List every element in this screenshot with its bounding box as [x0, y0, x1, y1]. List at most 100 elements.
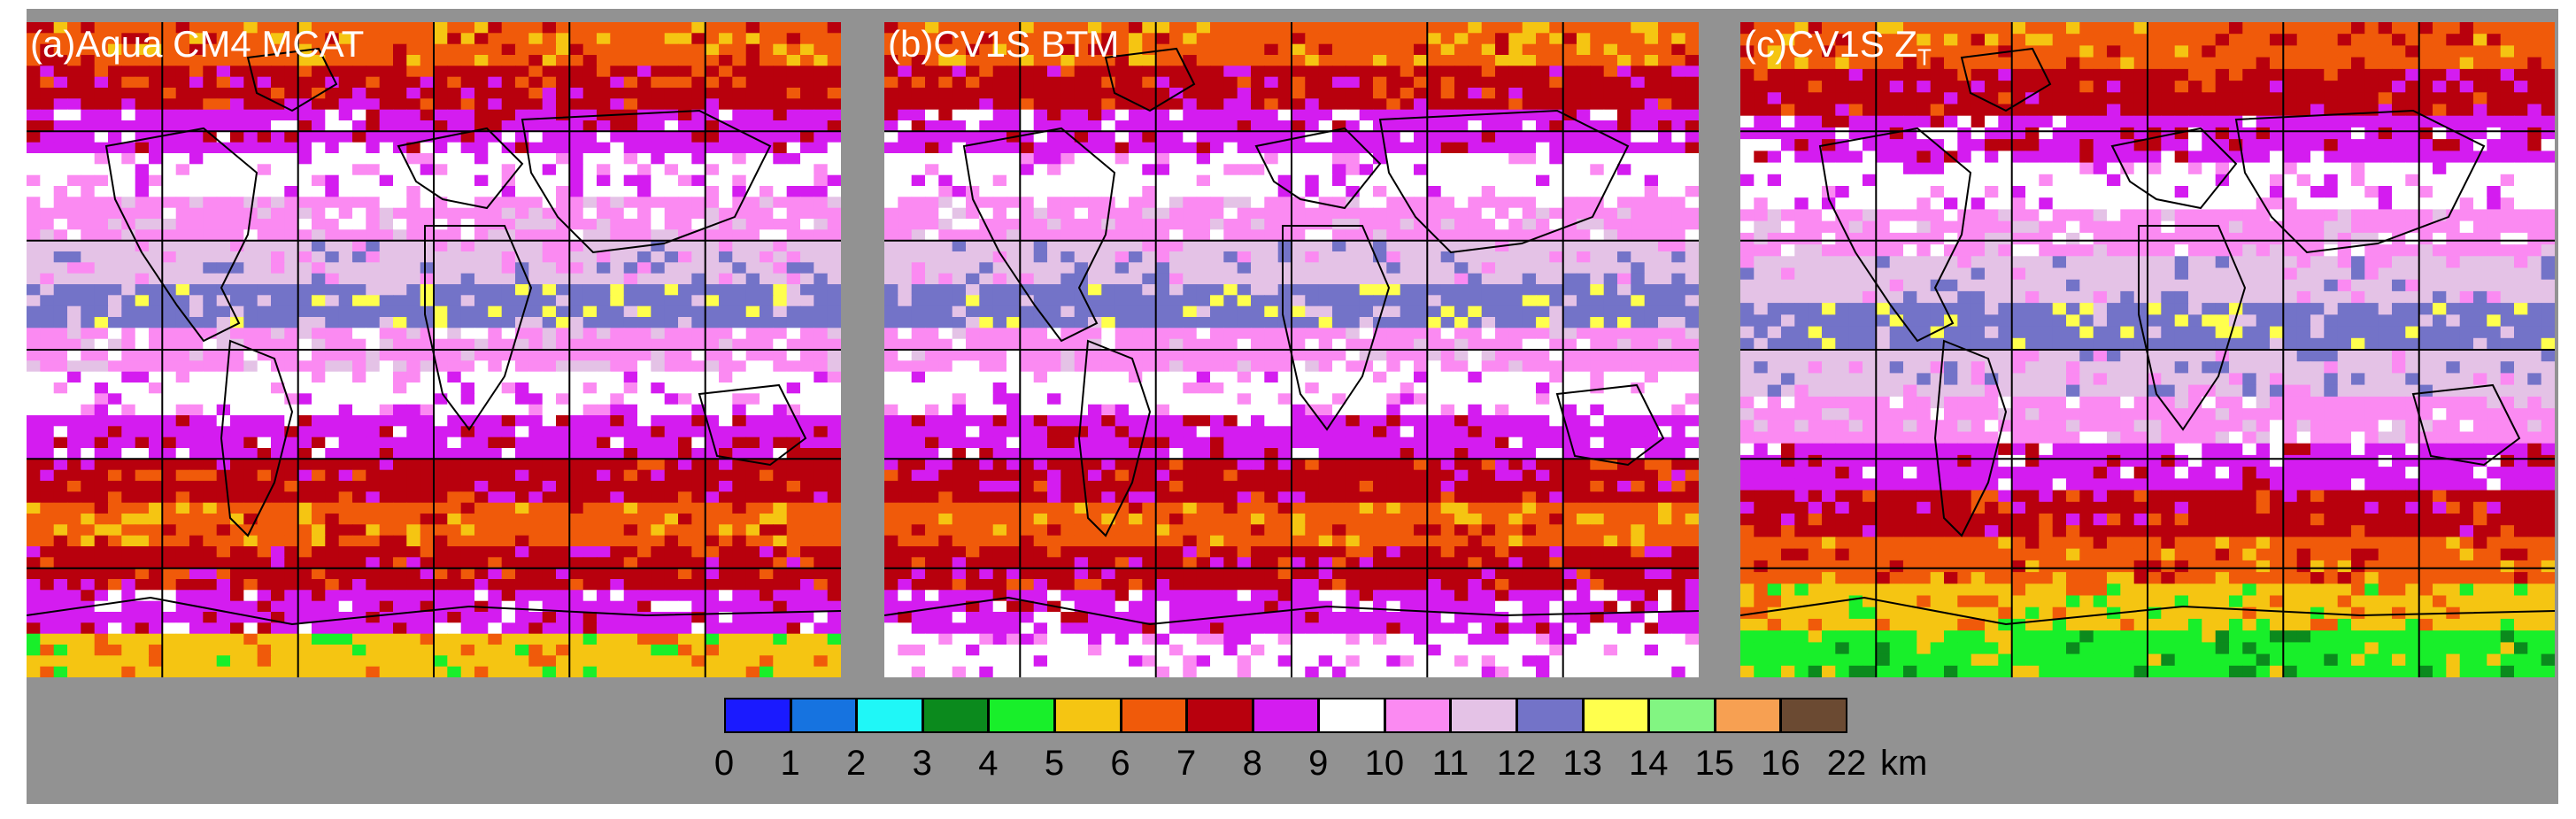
map-cell: [610, 174, 625, 187]
map-cell: [243, 426, 258, 438]
map-cell: [257, 153, 272, 165]
map-cell: [637, 164, 652, 176]
map-cell: [243, 382, 258, 394]
map-cell: [623, 305, 638, 318]
map-cell: [1223, 219, 1238, 230]
map-cell: [925, 164, 939, 176]
map-cell: [257, 55, 272, 66]
map-cell: [271, 382, 285, 394]
map-cell: [297, 186, 312, 197]
map-cell: [1305, 153, 1320, 165]
map-cell: [488, 197, 503, 209]
map-cell: [542, 219, 557, 230]
map-cell: [297, 426, 312, 438]
map-cell: [135, 229, 150, 242]
map-cell: [800, 491, 814, 504]
map-cell: [528, 240, 544, 252]
map-cell: [582, 360, 598, 373]
map-cell: [814, 109, 829, 121]
map-cell: [297, 273, 312, 285]
map-cell: [1155, 174, 1170, 187]
map-cell: [175, 295, 190, 307]
map-cell: [67, 426, 81, 438]
map-cell: [597, 328, 611, 340]
map-cell: [898, 197, 913, 209]
map-cell: [366, 43, 381, 56]
map-cell: [203, 43, 218, 56]
map-cell: [243, 229, 258, 242]
map-cell: [149, 666, 163, 677]
map-cell: [786, 186, 801, 197]
map-cell: [515, 338, 529, 351]
map-cell: [1251, 131, 1265, 143]
map-cell: [938, 229, 953, 242]
map-cell: [297, 109, 312, 121]
map-cell: [705, 568, 720, 580]
map-cell: [162, 120, 177, 132]
map-cell: [651, 251, 666, 263]
map-cell: [637, 229, 652, 242]
coastline: [246, 47, 338, 112]
map-cell: [81, 284, 96, 296]
map-cell: [1196, 174, 1211, 187]
map-cell: [637, 207, 652, 220]
map-cell: [271, 66, 285, 78]
map-cell: [732, 655, 747, 668]
map-cell: [664, 666, 679, 677]
map-cell: [1047, 229, 1061, 242]
map-cell: [121, 240, 136, 252]
map-cell: [582, 382, 598, 394]
map-cell: [773, 612, 788, 623]
map-cell: [1386, 88, 1401, 99]
map-cell: [664, 43, 679, 56]
map-cell: [40, 131, 55, 143]
map-cell: [501, 273, 516, 285]
map-cell: [379, 633, 394, 645]
map-cell: [149, 153, 163, 165]
map-cell: [312, 219, 326, 230]
map-cell: [393, 426, 407, 438]
map-cell: [1223, 131, 1238, 143]
map-cell: [610, 153, 625, 165]
map-cell: [1210, 109, 1224, 121]
map-cell: [1196, 229, 1211, 242]
map-cell: [257, 360, 272, 373]
map-cell: [325, 622, 340, 635]
map-cell: [786, 622, 801, 635]
map-cell: [108, 415, 122, 427]
map-cell: [94, 448, 109, 460]
map-cell: [149, 328, 163, 340]
map-cell: [27, 55, 41, 66]
map-cell: [338, 55, 353, 66]
map-cell: [773, 305, 788, 318]
map-cell: [108, 459, 122, 471]
map-cell: [952, 207, 967, 220]
map-cell: [1468, 186, 1483, 197]
map-cell: [1359, 186, 1374, 197]
map-cell: [1047, 174, 1061, 187]
map-cell: [651, 633, 666, 645]
map-cell: [94, 186, 109, 197]
map-cell: [379, 514, 394, 525]
map-cell: [121, 371, 136, 383]
map-cell: [1223, 197, 1238, 209]
map-cell: [203, 415, 218, 427]
map-cell: [1006, 174, 1021, 187]
map-cell: [352, 251, 366, 263]
map-cell: [203, 284, 218, 296]
map-cell: [406, 66, 421, 78]
map-cell: [1414, 98, 1428, 111]
map-cell: [27, 502, 41, 514]
map-cell: [352, 109, 366, 121]
map-cell: [447, 481, 462, 492]
map-cell: [623, 360, 638, 373]
map-cell: [1454, 153, 1469, 165]
map-cell: [1264, 251, 1279, 263]
map-cell: [952, 186, 967, 197]
map-cell: [610, 317, 625, 328]
map-cell: [216, 546, 231, 558]
map-cell: [338, 415, 353, 427]
map-cell: [94, 55, 109, 66]
map-cell: [53, 207, 68, 220]
map-cell: [203, 404, 218, 416]
